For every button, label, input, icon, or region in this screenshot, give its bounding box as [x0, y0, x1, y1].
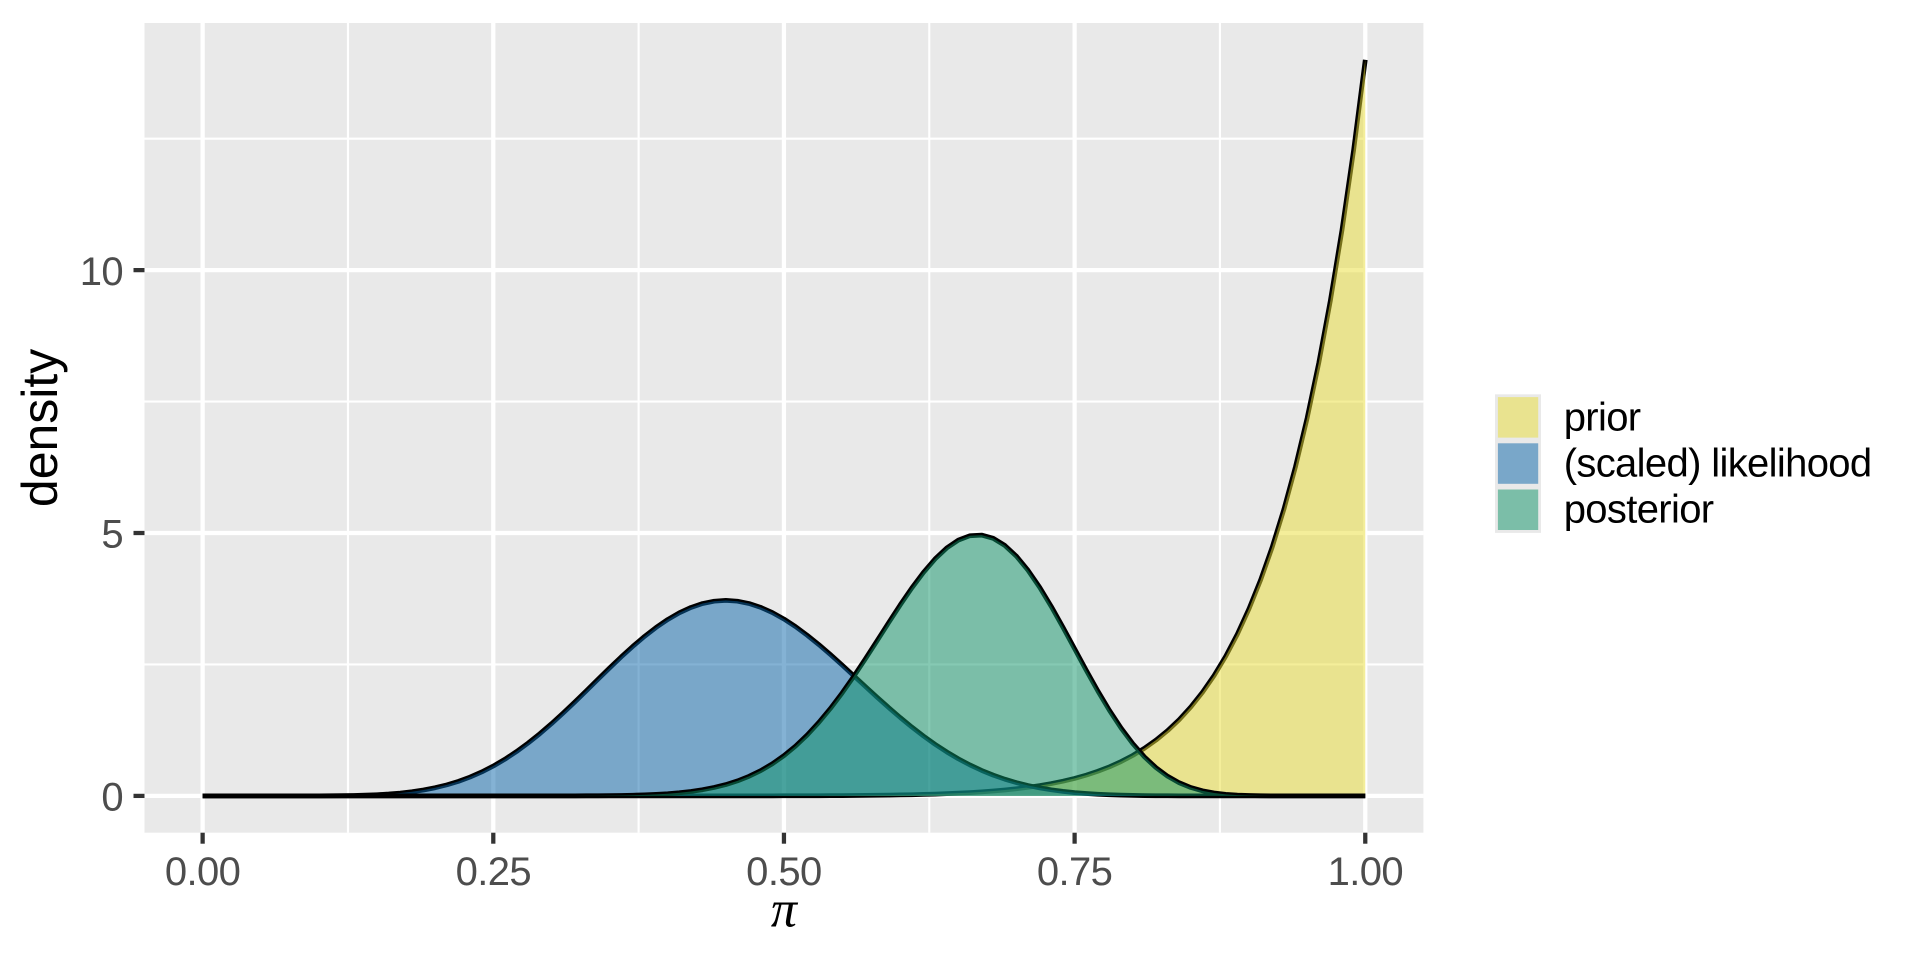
svg-text:posterior: posterior	[1564, 488, 1714, 532]
svg-text:1.00: 1.00	[1328, 850, 1403, 894]
svg-text:prior: prior	[1564, 395, 1641, 439]
svg-text:10: 10	[80, 250, 123, 294]
svg-text:0: 0	[101, 776, 123, 820]
svg-text:0.75: 0.75	[1037, 850, 1112, 894]
svg-text:5: 5	[101, 513, 123, 557]
svg-text:0.00: 0.00	[165, 850, 240, 894]
svg-text:0.25: 0.25	[456, 850, 531, 894]
svg-text:π: π	[771, 882, 799, 939]
svg-text:0.50: 0.50	[746, 850, 821, 894]
svg-text:density: density	[12, 349, 68, 507]
svg-text:(scaled) likelihood: (scaled) likelihood	[1564, 442, 1872, 486]
